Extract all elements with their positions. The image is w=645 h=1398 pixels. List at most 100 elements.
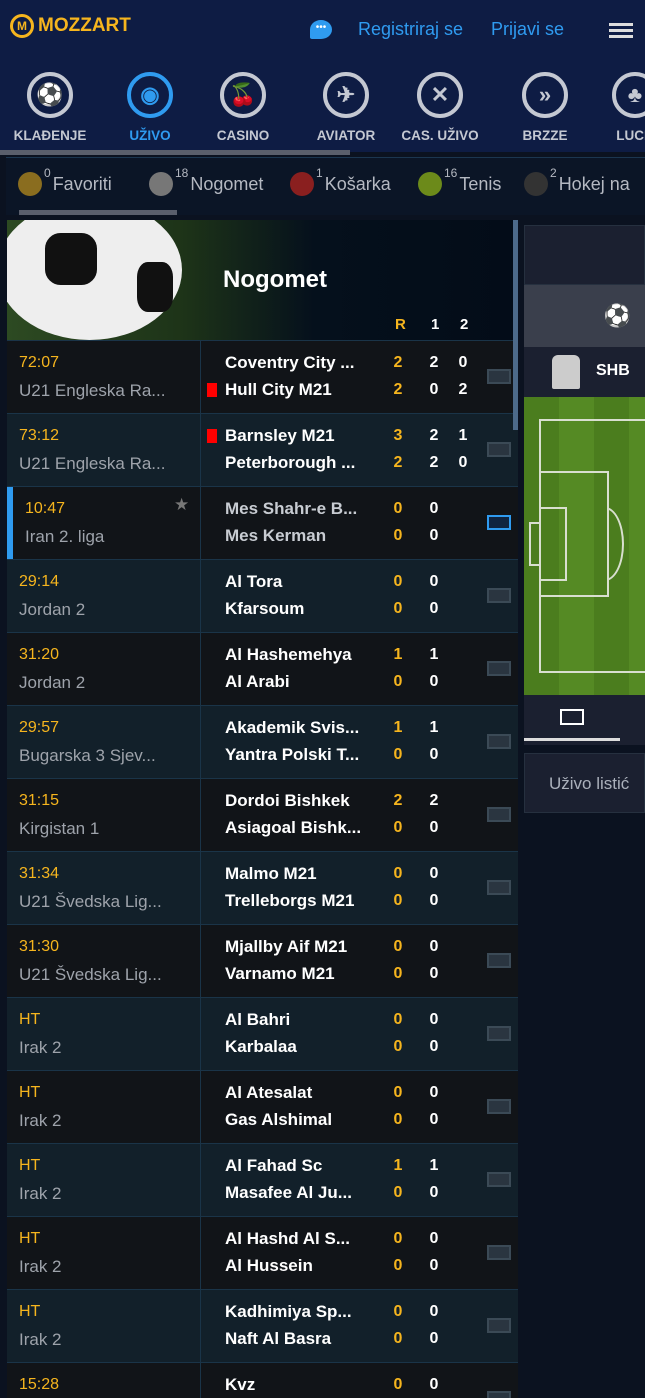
column-divider xyxy=(200,414,201,487)
score-half-2: 0 xyxy=(458,454,468,471)
sport-tab-1[interactable]: 18 Nogomet xyxy=(149,166,264,196)
sport-tab-3[interactable]: 16 Tenis xyxy=(418,166,501,196)
pitch-view-icon[interactable] xyxy=(487,1318,511,1333)
match-detail-panel: ⚽ SHB Uživo listić xyxy=(524,225,645,813)
score-half-2: 0 xyxy=(458,354,468,371)
pitch-view-icon[interactable] xyxy=(487,588,511,603)
tab-pitch-icon[interactable] xyxy=(560,709,584,725)
sport-icon xyxy=(524,172,548,196)
pitch-view-icon[interactable] xyxy=(487,1391,511,1398)
column-divider xyxy=(200,1144,201,1217)
home-team: Kvz xyxy=(225,1375,256,1394)
home-team: Akademik Svis... xyxy=(225,718,360,737)
mozzart-logo[interactable]: M MOZZART xyxy=(10,14,131,38)
score-total: 2 xyxy=(393,354,403,371)
score-half-1: 2 xyxy=(429,354,439,371)
clover-icon: ♣ xyxy=(612,72,645,118)
score-total: 0 xyxy=(393,1230,403,1247)
pitch-view-icon[interactable] xyxy=(487,661,511,676)
pitch-view-icon[interactable] xyxy=(487,1245,511,1260)
away-team: Al Arabi xyxy=(225,672,290,691)
home-team: Mjallby Aif M21 xyxy=(225,937,348,956)
pitch-view-icon[interactable] xyxy=(487,807,511,822)
score-half-1: 0 xyxy=(429,965,439,982)
match-time: 31:30 xyxy=(19,938,60,955)
home-team: Al Hashemehya xyxy=(225,645,352,664)
home-team: Al Fahad Sc xyxy=(225,1156,323,1175)
pitch-view-icon[interactable] xyxy=(487,369,511,384)
match-row[interactable]: 72:07 U21 Engleska Ra... Coventry City ...… xyxy=(7,340,518,414)
away-team: Gas Alshimal xyxy=(225,1110,333,1129)
sport-label: Nogomet xyxy=(190,173,264,194)
pitch-view-icon[interactable] xyxy=(487,1099,511,1114)
live-slip-button[interactable]: Uživo listić xyxy=(524,753,645,813)
score-total: 0 xyxy=(393,865,403,882)
sport-label: Košarka xyxy=(324,173,391,194)
match-row[interactable]: HT Irak 2 Al Atesalat Gas Alshimal 0 0 0 0 xyxy=(7,1070,518,1144)
score-half-1: 0 xyxy=(429,381,439,398)
match-row[interactable]: HT Irak 2 Al Bahri Karbalaa 0 0 0 0 xyxy=(7,997,518,1071)
col-header-1: 1 xyxy=(431,316,440,333)
score-total: 0 xyxy=(393,1303,403,1320)
away-team: Hull City M21 xyxy=(225,380,332,399)
score-total: 1 xyxy=(393,1157,403,1174)
pitch-view-icon[interactable] xyxy=(487,953,511,968)
login-link[interactable]: Prijavi se xyxy=(491,19,565,39)
pitch-view-icon[interactable] xyxy=(487,1026,511,1041)
score-half-1: 0 xyxy=(429,1184,439,1201)
match-time: 31:20 xyxy=(19,646,60,663)
nav-item-5[interactable]: » BRZZE xyxy=(500,72,590,143)
score-total: 0 xyxy=(393,600,403,617)
match-row[interactable]: HT Irak 2 Al Hashd Al S... Al Hussein 0 0 0 0 xyxy=(7,1216,518,1290)
sport-tab-4[interactable]: 2 Hokej na xyxy=(524,166,630,196)
nav-item-label: UŽIVO xyxy=(129,128,171,143)
nav-scroll-indicator[interactable] xyxy=(0,150,350,155)
sport-tab-0[interactable]: 0 Favoriti xyxy=(18,166,112,196)
score-half-1: 1 xyxy=(429,646,439,663)
match-row[interactable]: 73:12 U21 Engleska Ra... Barnsley M21 Peter… xyxy=(7,413,518,487)
match-row[interactable]: 31:20 Jordan 2 Al Hashemehya Al Arabi 1 0 1 0 xyxy=(7,632,518,706)
sport-count: 0 xyxy=(44,166,51,180)
pitch-view-icon[interactable] xyxy=(487,442,511,457)
pitch-view-icon[interactable] xyxy=(487,880,511,895)
nav-item-0[interactable]: ⚽ KLAĐENJE xyxy=(5,72,95,143)
match-row[interactable]: 15:28 Kvz 0 0 xyxy=(7,1362,518,1398)
score-half-1: 0 xyxy=(429,1230,439,1247)
nav-item-6[interactable]: ♣ LUCK xyxy=(590,72,645,143)
league-name: Jordan 2 xyxy=(19,600,86,619)
league-name: U21 Švedska Lig... xyxy=(19,892,162,911)
match-row[interactable]: HT Irak 2 Al Fahad Sc Masafee Al Ju... 1 0 1 0 xyxy=(7,1143,518,1217)
menu-icon[interactable] xyxy=(609,23,633,38)
pitch-view-icon[interactable] xyxy=(487,515,511,530)
cherries-icon: 🍒 xyxy=(220,72,266,118)
nav-item-1[interactable]: ◉ UŽIVO xyxy=(105,72,195,143)
league-name: Irak 2 xyxy=(19,1257,62,1276)
match-row[interactable]: 29:57 Bugarska 3 Sjev... Akademik Svis... Y… xyxy=(7,705,518,779)
match-row[interactable]: HT Irak 2 Kadhimiya Sp... Naft Al Basra 0 0 0 0 xyxy=(7,1289,518,1363)
pitch-view-icon[interactable] xyxy=(487,734,511,749)
match-row[interactable]: 10:47 Iran 2. liga ★ Mes Shahr-e B... Mes Ke… xyxy=(7,486,518,560)
column-divider xyxy=(200,779,201,852)
nav-item-4[interactable]: ✕ CAS. UŽIVO xyxy=(395,72,485,143)
score-total: 0 xyxy=(393,1038,403,1055)
score-half-2: 1 xyxy=(458,427,468,444)
col-header-2: 2 xyxy=(460,316,469,333)
chat-icon[interactable]: ••• xyxy=(310,20,332,39)
register-link[interactable]: Registriraj se xyxy=(358,19,464,39)
list-scrollbar[interactable] xyxy=(513,220,518,430)
score-total: 0 xyxy=(393,938,403,955)
sport-tab-2[interactable]: 1 Košarka xyxy=(290,166,391,196)
match-row[interactable]: 31:15 Kirgistan 1 Dordoi Bishkek Asiagoal B… xyxy=(7,778,518,852)
favorite-star-icon[interactable]: ★ xyxy=(174,495,190,514)
match-row[interactable]: 29:14 Jordan 2 Al Tora Kfarsoum 0 0 0 0 xyxy=(7,559,518,633)
away-team: Yantra Polski T... xyxy=(225,745,360,764)
match-row[interactable]: 31:34 U21 Švedska Lig... Malmo M21 Trellebo… xyxy=(7,851,518,925)
score-total: 0 xyxy=(393,527,403,544)
score-total: 0 xyxy=(393,819,403,836)
pitch-view-icon[interactable] xyxy=(487,1172,511,1187)
match-time: 29:14 xyxy=(19,573,60,590)
nav-item-3[interactable]: ✈ AVIATOR xyxy=(301,72,391,143)
league-name: Irak 2 xyxy=(19,1184,62,1203)
match-row[interactable]: 31:30 U21 Švedska Lig... Mjallby Aif M21 Va… xyxy=(7,924,518,998)
nav-item-2[interactable]: 🍒 CASINO xyxy=(198,72,288,143)
